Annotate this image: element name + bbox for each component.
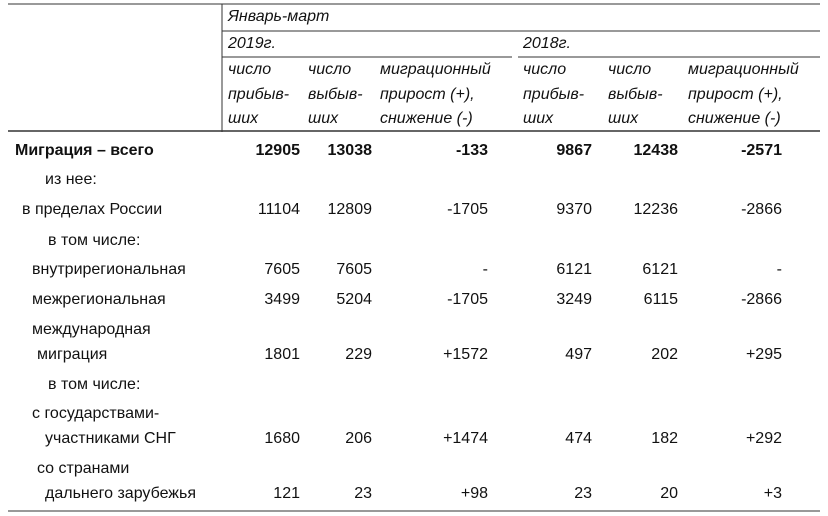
cell: 6121 — [556, 261, 592, 278]
cell: 3499 — [264, 291, 300, 308]
year: 2019г. — [227, 35, 276, 52]
cell: 229 — [345, 346, 372, 363]
cell: 9867 — [556, 142, 592, 159]
row-label: Миграция – всего — [15, 142, 154, 159]
cell: 12905 — [256, 142, 301, 159]
cell: 13038 — [328, 142, 373, 159]
cell: +3 — [764, 485, 782, 502]
column-header: число — [308, 61, 351, 78]
cell: 6121 — [642, 261, 678, 278]
column-header: число — [523, 61, 566, 78]
column-header: ших — [308, 110, 339, 127]
cell: 206 — [345, 430, 372, 447]
row-label: миграция — [37, 346, 107, 363]
period: Январь-март — [227, 8, 329, 25]
column-header: прибыв- — [228, 86, 289, 103]
row-label: дальнего зарубежья — [45, 485, 196, 502]
cell: 11104 — [258, 201, 300, 218]
cell: -2571 — [741, 142, 782, 159]
cell: 12809 — [328, 201, 373, 218]
cell: 3249 — [556, 291, 592, 308]
row-label: из нее: — [45, 171, 97, 188]
cell: 5204 — [336, 291, 372, 308]
row-label: в том числе: — [48, 376, 140, 393]
cell: 12236 — [634, 201, 679, 218]
column-header: ших — [608, 110, 639, 127]
cell: 182 — [651, 430, 678, 447]
column-header: ших — [228, 110, 259, 127]
cell: -133 — [456, 142, 488, 159]
cell: 7605 — [264, 261, 300, 278]
cell: 20 — [660, 485, 678, 502]
cell: 202 — [651, 346, 678, 363]
cell: +1474 — [443, 430, 488, 447]
cell: 23 — [354, 485, 372, 502]
column-header: миграционный — [380, 61, 491, 78]
cell: +295 — [746, 346, 782, 363]
row-label: международная — [32, 321, 151, 338]
row-label: внутрирегиональная — [32, 261, 186, 278]
row-label: участниками СНГ — [45, 430, 176, 447]
cell: -2866 — [741, 291, 782, 308]
cell: 12438 — [634, 142, 679, 159]
cell: -2866 — [741, 201, 782, 218]
cell: +1572 — [443, 346, 488, 363]
column-header: прирост (+), — [688, 86, 783, 103]
cell: 23 — [574, 485, 592, 502]
column-header: выбыв- — [308, 86, 363, 103]
column-header: прибыв- — [523, 86, 584, 103]
column-header: выбыв- — [608, 86, 663, 103]
column-header: снижение (-) — [688, 110, 781, 127]
year: 2018г. — [522, 35, 571, 52]
column-header: число — [228, 61, 271, 78]
cell: 7605 — [336, 261, 372, 278]
cell: -1705 — [447, 291, 488, 308]
cell: 1801 — [264, 346, 300, 363]
column-header: ших — [523, 110, 554, 127]
cell: 1680 — [264, 430, 300, 447]
column-header: миграционный — [688, 61, 799, 78]
cell: - — [777, 261, 782, 278]
row-label: в пределах России — [22, 201, 162, 218]
row-label: со странами — [37, 460, 129, 477]
cell: 6115 — [644, 291, 679, 308]
row-label: в том числе: — [48, 232, 140, 249]
cell: +98 — [461, 485, 488, 502]
cell: 121 — [273, 485, 300, 502]
cell: 497 — [565, 346, 592, 363]
cell: -1705 — [447, 201, 488, 218]
row-label: с государствами- — [32, 405, 159, 422]
column-header: прирост (+), — [380, 86, 475, 103]
cell: +292 — [746, 430, 782, 447]
column-header: число — [608, 61, 651, 78]
cell: 9370 — [556, 201, 592, 218]
cell: 474 — [565, 430, 592, 447]
cell: - — [483, 261, 488, 278]
row-label: межрегиональная — [32, 291, 166, 308]
column-header: снижение (-) — [380, 110, 473, 127]
